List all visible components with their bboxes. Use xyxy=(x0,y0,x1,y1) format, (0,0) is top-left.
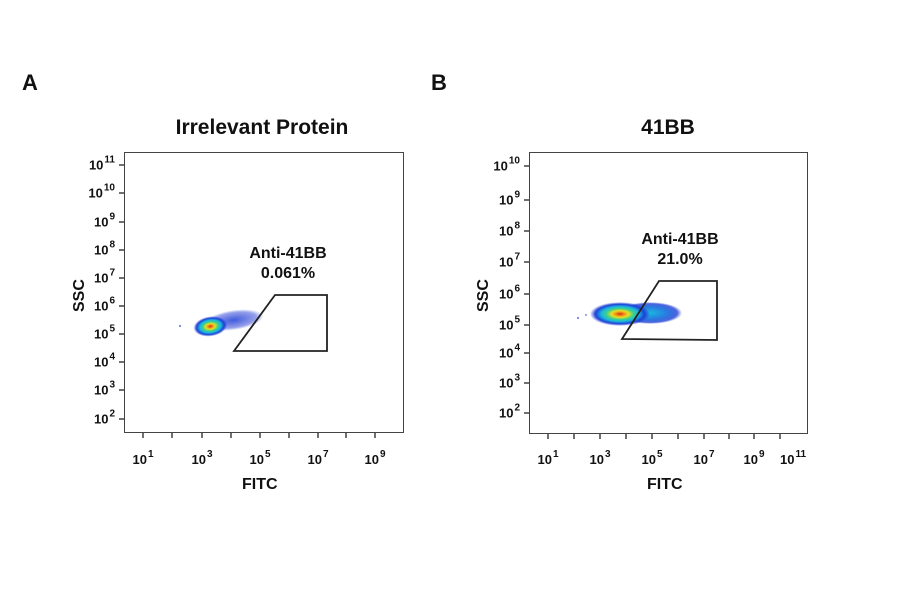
panel-a-xlabel: FITC xyxy=(242,476,278,493)
panel-b-xtick: 103 xyxy=(589,449,611,467)
panel-a-letter: A xyxy=(22,70,38,95)
panel-b-ytick: 107 xyxy=(498,251,520,270)
panel-b-xlabel: FITC xyxy=(647,476,683,493)
panel-b-title: 41BB xyxy=(641,116,695,139)
panel-a-ytick: 1010 xyxy=(88,182,115,201)
panel-a-ytick: 1011 xyxy=(88,154,115,173)
panel-b-xtick: 101 xyxy=(537,449,559,467)
panel-a-plot-frame xyxy=(124,152,404,433)
panel-a-ytick: 102 xyxy=(93,408,115,427)
panel-a-xtick: 105 xyxy=(249,449,271,467)
panel-b-ytick: 109 xyxy=(498,189,520,208)
panel-a-title: Irrelevant Protein xyxy=(175,116,349,139)
panel-a-ytick: 105 xyxy=(93,323,115,342)
panel-b-ytick: 104 xyxy=(498,342,520,361)
panel-a-xtick: 103 xyxy=(191,449,213,467)
panel-a-ytick: 108 xyxy=(93,239,115,258)
gate-percent: 0.061% xyxy=(260,265,316,282)
panel-b-plot-frame xyxy=(529,152,808,434)
panel-b-gate-label: Anti-41BB 21.0% xyxy=(641,230,718,270)
panel-b-ytick: 105 xyxy=(498,314,520,333)
panel-b-ytick: 106 xyxy=(498,283,520,302)
gate-name: Anti-41BB xyxy=(249,245,327,262)
panel-b-ylabel: SSC xyxy=(475,279,492,312)
panel-a-gate-label: Anti-41BB 0.061% xyxy=(249,244,326,284)
panel-b-letter: B xyxy=(431,70,447,95)
panel-a-ytick: 106 xyxy=(93,295,115,314)
panel-a-ylabel: SSC xyxy=(71,279,88,312)
panel-a-ytick: 103 xyxy=(93,379,115,398)
panel-b-xtick: 105 xyxy=(641,449,663,467)
panel-b-ytick: 1010 xyxy=(493,155,520,174)
gate-name: Anti-41BB xyxy=(641,231,719,248)
panel-b-ytick: 102 xyxy=(498,402,520,421)
panel-b-xtick: 1011 xyxy=(779,449,807,467)
panel-b-ytick: 108 xyxy=(498,220,520,239)
panel-a-xtick: 107 xyxy=(307,449,329,467)
panel-b-ytick: 103 xyxy=(498,372,520,391)
panel-b-xtick: 107 xyxy=(693,449,715,467)
panel-a-x-ticks xyxy=(142,433,376,438)
panel-a-ytick: 104 xyxy=(93,351,115,370)
panel-a-xtick: 101 xyxy=(132,449,154,467)
panel-b-xtick: 109 xyxy=(743,449,765,467)
panel-a-ytick: 109 xyxy=(93,211,115,230)
panel-a-ytick: 107 xyxy=(93,267,115,286)
gate-percent: 21.0% xyxy=(657,251,703,268)
panel-a-xtick: 109 xyxy=(364,449,386,467)
panel-b-x-ticks xyxy=(547,434,781,439)
